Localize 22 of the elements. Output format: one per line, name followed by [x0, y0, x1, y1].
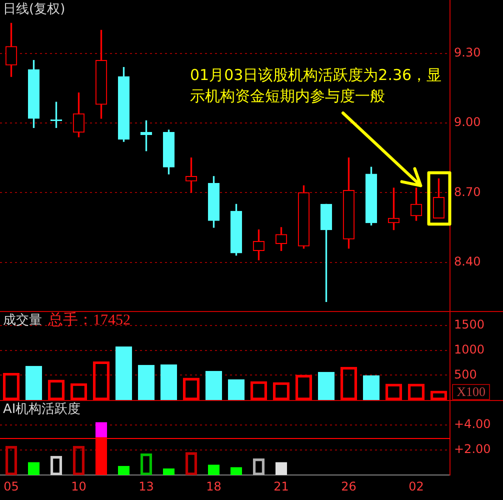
x-tick-label: 26	[341, 479, 356, 494]
x-tick-label: 18	[206, 479, 222, 494]
y-tick-label: +4.00	[454, 417, 491, 432]
chart-title: AI机构活跃度	[3, 400, 81, 417]
x-tick-label: 10	[71, 479, 86, 494]
y-tick-label: 9.30	[454, 46, 481, 60]
chart-title: 成交量	[3, 312, 42, 328]
x-tick-label: 21	[274, 479, 289, 494]
x-tick-label: 13	[138, 479, 154, 494]
x-tick-label: 05	[4, 479, 19, 494]
y-tick-label: 500	[454, 367, 477, 382]
y-tick-label: 1500	[454, 318, 485, 332]
chart-title: 日线(复权)	[3, 2, 66, 17]
chart-subtitle: 总手：17452	[47, 311, 130, 328]
y-tick-label: 9.00	[454, 115, 481, 130]
y-tick-label: +2.00	[454, 442, 491, 456]
x-tick-label: 02	[408, 479, 424, 494]
y-axis-title: X100	[456, 384, 486, 399]
y-tick-label: 8.40	[454, 254, 481, 268]
y-tick-label: 8.70	[454, 184, 481, 199]
y-tick-label: 1000	[454, 342, 485, 356]
annotation: 01月03日该股机构活跃度为2.36，显示机构资金短期内参与度一般	[190, 66, 442, 105]
